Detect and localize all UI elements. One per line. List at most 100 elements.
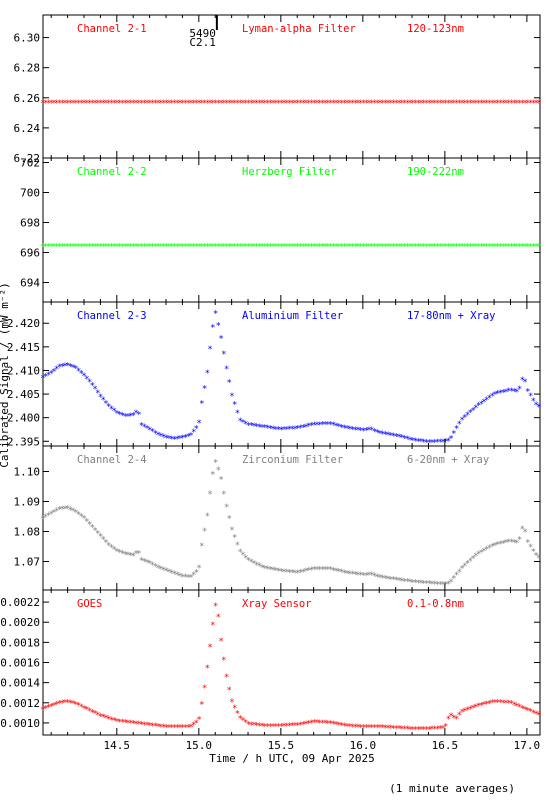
data-point: * — [68, 242, 73, 252]
data-point: * — [54, 99, 59, 109]
data-point: * — [342, 569, 347, 579]
data-point: * — [125, 242, 130, 252]
data-point: * — [339, 722, 344, 732]
y-tick-label: 1.07 — [14, 556, 41, 569]
data-point: * — [185, 573, 190, 583]
data-point: * — [246, 421, 251, 431]
data-point: * — [435, 725, 440, 735]
data-point: * — [155, 431, 160, 441]
data-point: * — [295, 424, 300, 434]
data-point: * — [81, 242, 86, 252]
y-tick-label: 694 — [20, 277, 40, 290]
data-point: * — [531, 709, 536, 719]
data-point: * — [355, 426, 360, 436]
data-point: * — [128, 552, 133, 562]
band-label: 120-123nm — [407, 23, 464, 35]
data-point: * — [500, 539, 505, 549]
data-point: * — [265, 722, 270, 732]
data-point: * — [199, 99, 204, 109]
data-point: * — [254, 561, 259, 571]
data-point: * — [169, 435, 174, 445]
data-point: * — [366, 99, 371, 109]
data-point: * — [506, 99, 511, 109]
x-tick-label: 15.5 — [268, 739, 295, 752]
data-point: * — [287, 242, 292, 252]
data-point: * — [213, 458, 218, 468]
data-point: * — [421, 99, 426, 109]
data-point: * — [421, 438, 426, 448]
data-point: * — [301, 720, 306, 730]
data-point: * — [372, 572, 377, 582]
y-tick-label: 2.395 — [7, 435, 40, 448]
y-tick-label: 6.22 — [14, 152, 41, 165]
data-point: * — [405, 99, 410, 109]
data-point: * — [377, 429, 382, 439]
data-point: * — [437, 725, 442, 735]
data-point: * — [399, 434, 404, 444]
data-point: * — [164, 99, 169, 109]
data-point: * — [462, 99, 467, 109]
data-point: * — [216, 99, 221, 109]
data-point: * — [298, 721, 303, 731]
data-point: * — [500, 388, 505, 398]
data-point: * — [227, 515, 232, 525]
data-point: * — [355, 99, 360, 109]
y-tick-label: 1.09 — [14, 496, 41, 509]
data-point: * — [429, 99, 434, 109]
data-point: * — [385, 724, 390, 734]
data-point: * — [150, 428, 155, 438]
data-point: * — [101, 713, 106, 723]
data-point: * — [520, 99, 525, 109]
data-point: * — [481, 701, 486, 711]
data-point: * — [355, 242, 360, 252]
data-point: * — [333, 721, 338, 731]
data-point: * — [158, 565, 163, 575]
data-point: * — [284, 99, 289, 109]
data-point: * — [92, 527, 97, 537]
data-point: * — [336, 721, 341, 731]
data-point: * — [413, 242, 418, 252]
data-point: * — [125, 412, 130, 422]
data-point: * — [364, 242, 369, 252]
data-point: * — [76, 99, 81, 109]
data-point: * — [369, 242, 374, 252]
data-point: * — [473, 552, 478, 562]
data-point: * — [161, 99, 166, 109]
data-point: * — [84, 518, 89, 528]
data-point: * — [517, 536, 522, 546]
data-point: * — [410, 436, 415, 446]
data-point: * — [120, 550, 125, 560]
data-point: * — [306, 99, 311, 109]
data-point: * — [155, 242, 160, 252]
data-point: * — [229, 526, 234, 536]
data-point: * — [65, 99, 70, 109]
data-point: * — [322, 99, 327, 109]
data-point: * — [498, 540, 503, 550]
data-point: * — [333, 99, 338, 109]
data-point: * — [229, 392, 234, 402]
data-point: * — [287, 425, 292, 435]
data-point: * — [402, 434, 407, 444]
data-point: * — [290, 569, 295, 579]
panel-4: 1.07 1.08 1.09 1.10 Channel 2-4 Zirconium Fil… — [14, 445, 542, 591]
data-point: * — [533, 710, 538, 720]
data-point: * — [429, 725, 434, 735]
data-point: * — [112, 717, 117, 727]
data-point: * — [528, 543, 533, 553]
data-point: * — [172, 99, 177, 109]
data-point: * — [473, 703, 478, 713]
data-point: * — [522, 99, 527, 109]
data-point: * — [317, 719, 322, 729]
data-point: * — [350, 723, 355, 733]
data-point: * — [131, 552, 136, 562]
data-point: * — [350, 99, 355, 109]
data-point: * — [101, 242, 106, 252]
data-point: * — [232, 242, 237, 252]
data-point: * — [333, 567, 338, 577]
data-point: * — [303, 720, 308, 730]
data-point: * — [328, 420, 333, 430]
data-point: * — [317, 566, 322, 576]
data-point: * — [240, 551, 245, 561]
data-point: * — [358, 427, 363, 437]
data-point: * — [139, 421, 144, 431]
